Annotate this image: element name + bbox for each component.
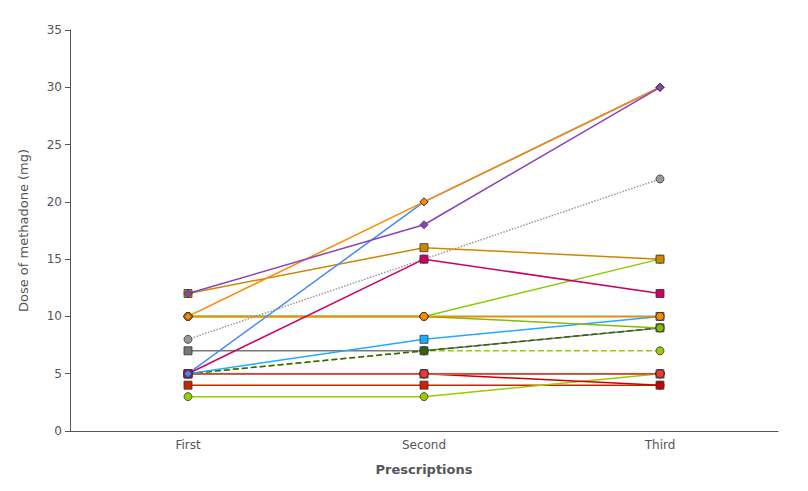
svg-text:5: 5	[54, 367, 62, 381]
svg-text:35: 35	[47, 23, 62, 37]
svg-text:0: 0	[54, 424, 62, 438]
svg-text:Second: Second	[402, 438, 446, 452]
svg-text:10: 10	[47, 309, 62, 323]
svg-text:15: 15	[47, 252, 62, 266]
svg-text:30: 30	[47, 80, 62, 94]
svg-text:Third: Third	[644, 438, 676, 452]
svg-text:Dose of methadone (mg): Dose of methadone (mg)	[16, 149, 31, 312]
svg-text:20: 20	[47, 195, 62, 209]
svg-text:Prescriptions: Prescriptions	[376, 462, 473, 477]
svg-text:First: First	[175, 438, 201, 452]
svg-text:25: 25	[47, 138, 62, 152]
